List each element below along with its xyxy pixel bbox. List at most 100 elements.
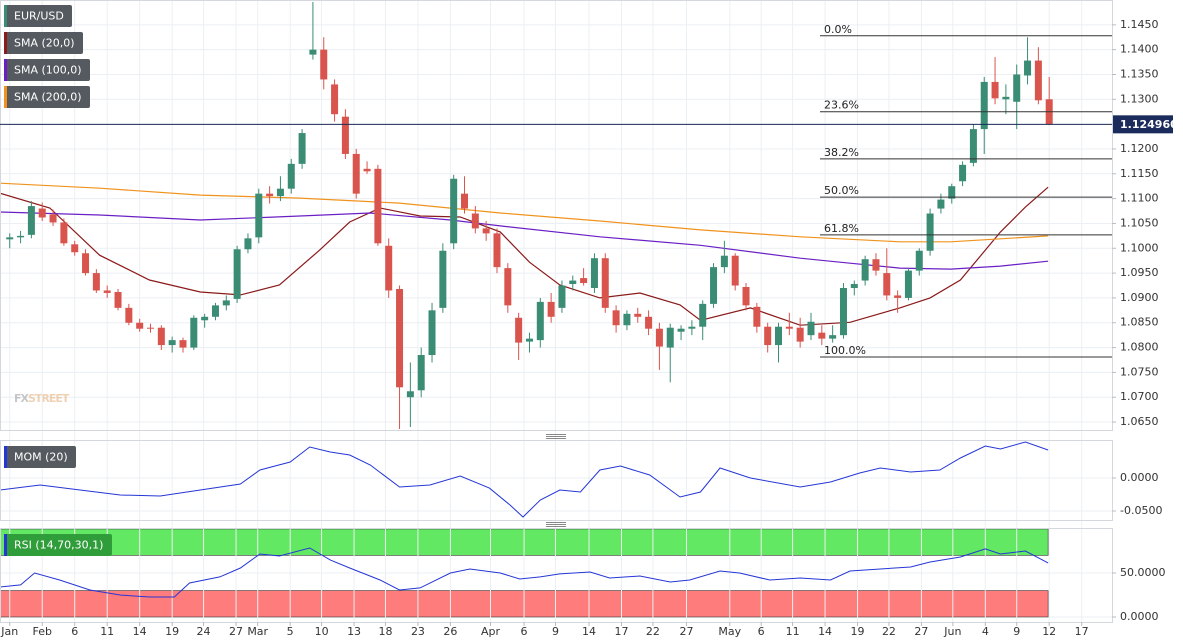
- candle-body: [255, 193, 263, 238]
- y-tick-label: 1.0650: [1120, 415, 1159, 428]
- y-tick-label: 1.0950: [1120, 266, 1159, 279]
- y-tick-label: 1.1400: [1120, 43, 1159, 56]
- candle-body: [1002, 96, 1010, 100]
- fib-label: 38.2%: [824, 146, 859, 159]
- last-price-box: [1113, 115, 1173, 134]
- candle-body: [27, 206, 35, 235]
- candle-body: [168, 340, 176, 346]
- candle-body: [796, 327, 804, 342]
- x-tick-label: 9: [552, 625, 559, 638]
- candle-body: [222, 300, 230, 306]
- legend-label: MOM (20): [14, 451, 68, 464]
- candle-body: [244, 238, 252, 250]
- candle-body: [298, 133, 306, 164]
- candle-body: [179, 340, 187, 348]
- y-tick-label: 1.1150: [1120, 167, 1159, 180]
- candle-body: [569, 280, 577, 285]
- x-tick-label: Feb: [32, 625, 51, 638]
- legend-item[interactable]: SMA (200,0): [4, 86, 90, 108]
- candle-body: [1013, 74, 1021, 102]
- candle-body: [233, 249, 241, 299]
- candle-body: [807, 321, 815, 336]
- candle-body: [363, 168, 371, 172]
- candle-body: [515, 317, 523, 343]
- candle-body: [331, 84, 339, 115]
- legend-label: EUR/USD: [14, 10, 64, 23]
- candle-body: [157, 327, 165, 346]
- indicator-line: [0, 547, 1049, 598]
- candle-body: [915, 250, 923, 271]
- x-tick-label: 14: [582, 625, 596, 638]
- candle-body: [850, 284, 858, 288]
- x-tick-label: 6: [758, 625, 765, 638]
- candle-body: [601, 258, 609, 308]
- panel-resize-grip[interactable]: [546, 434, 566, 439]
- x-tick-label: 19: [165, 625, 179, 638]
- y-tick-label: 1.1450: [1120, 18, 1159, 31]
- x-tick-label: 18: [378, 625, 392, 638]
- candle-body: [720, 255, 728, 268]
- legend-box: [4, 534, 112, 556]
- candle-body: [948, 186, 956, 199]
- candle-body: [103, 290, 111, 293]
- candle-body: [136, 322, 144, 329]
- x-tick-label: 6: [71, 625, 78, 638]
- y-tick-label: 1.1300: [1120, 92, 1159, 105]
- y-tick-label: 1.0750: [1120, 365, 1159, 378]
- candle-body: [450, 178, 458, 244]
- legend-box: [4, 59, 90, 81]
- candle-body: [959, 164, 967, 182]
- x-tick-label: Jan: [0, 625, 18, 638]
- candle-body: [320, 49, 328, 80]
- candle-body: [839, 287, 847, 336]
- candle-body: [904, 270, 912, 298]
- fib-label: 50.0%: [824, 184, 859, 197]
- x-tick-label: 26: [443, 625, 457, 638]
- x-tick-label: 10: [315, 625, 329, 638]
- candle-body: [211, 305, 219, 317]
- candle-body: [742, 286, 750, 306]
- candle-body: [969, 129, 977, 163]
- candle-body: [612, 310, 620, 326]
- candle-body: [471, 213, 479, 229]
- legend-item[interactable]: MOM (20): [4, 446, 76, 468]
- x-tick-label: Apr: [481, 625, 501, 638]
- candle-body: [710, 267, 718, 304]
- candle-body: [677, 328, 685, 332]
- y-tick-label: -0.0500: [1120, 504, 1162, 517]
- x-tick-label: 5: [287, 625, 294, 638]
- x-tick-label: 17: [615, 625, 629, 638]
- candle-body: [396, 288, 404, 388]
- legend-item[interactable]: RSI (14,70,30,1): [4, 534, 112, 556]
- candle-body: [428, 310, 436, 356]
- candle-body: [82, 253, 90, 274]
- candle-body: [266, 193, 274, 197]
- candle-body: [785, 326, 793, 329]
- x-tick-label: Jun: [943, 625, 961, 638]
- panel-resize-grip[interactable]: [546, 522, 566, 527]
- sma-line: [0, 186, 1049, 326]
- candle-body: [731, 255, 739, 286]
- watermark-part: STREET: [28, 392, 70, 405]
- y-tick-label: 1.0850: [1120, 316, 1159, 329]
- candle-body: [937, 199, 945, 209]
- y-tick-label: 1.0800: [1120, 341, 1159, 354]
- candle-body: [753, 306, 761, 327]
- legend-item[interactable]: EUR/USD: [4, 5, 72, 27]
- y-tick-label: 1.1350: [1120, 67, 1159, 80]
- legend-item[interactable]: SMA (100,0): [4, 59, 90, 81]
- candle-body: [417, 355, 425, 391]
- candle-body: [991, 81, 999, 99]
- legend-swatch: [4, 534, 7, 556]
- legend-item[interactable]: SMA (20,0): [4, 32, 83, 54]
- legend-swatch: [4, 446, 7, 468]
- legend-swatch: [4, 86, 7, 108]
- candle-body: [883, 273, 891, 296]
- legend-label: SMA (20,0): [14, 37, 75, 50]
- candle-body: [6, 237, 14, 240]
- y-tick-label: 50.0000: [1120, 566, 1166, 579]
- candle-body: [1034, 60, 1042, 101]
- y-tick-label: 1.1100: [1120, 192, 1159, 205]
- legend-swatch: [4, 59, 7, 81]
